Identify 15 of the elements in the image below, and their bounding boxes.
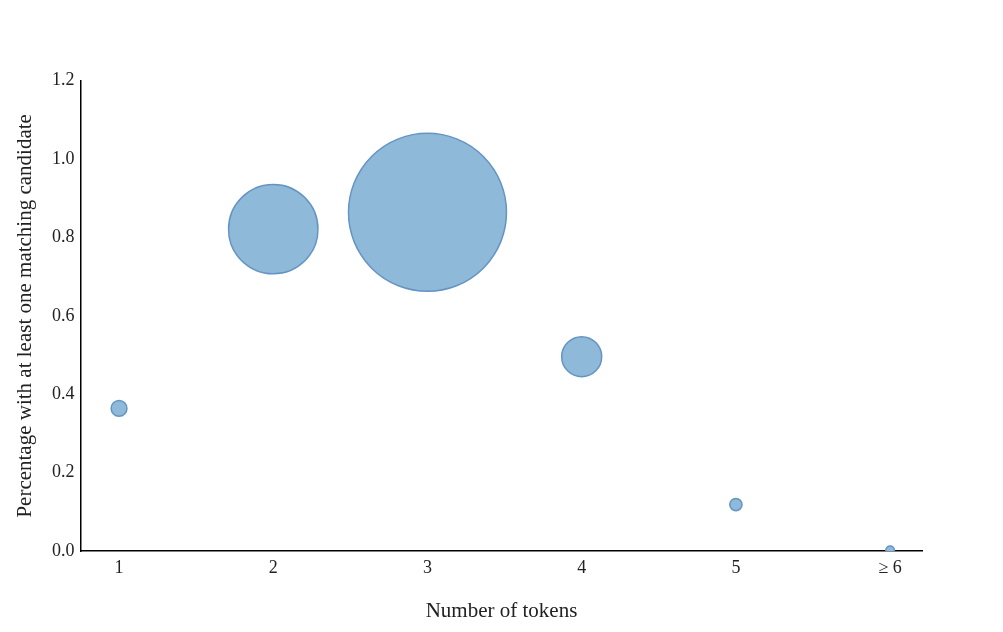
x-tick-label: 1	[114, 556, 124, 577]
x-tick-label: 4	[577, 556, 587, 577]
y-tick-label: 0.8	[52, 226, 75, 247]
y-axis-title: Percentage with at least one matching candidate	[11, 114, 36, 518]
y-tick-label: 0.0	[52, 539, 75, 560]
x-tick-label: 2	[268, 556, 278, 577]
x-tick-label: ≥ 6	[878, 556, 902, 577]
y-tick-label: 1.0	[52, 147, 75, 168]
y-tick-label: 0.4	[52, 383, 75, 404]
x-tick-label: 5	[731, 556, 741, 577]
x-axis-title: Number of tokens	[425, 597, 578, 622]
y-tick-label: 0.2	[52, 461, 75, 482]
x-tick-label: 3	[422, 556, 432, 577]
y-tick-label: 0.6	[52, 304, 75, 325]
y-tick-label: 1.2	[52, 69, 75, 90]
